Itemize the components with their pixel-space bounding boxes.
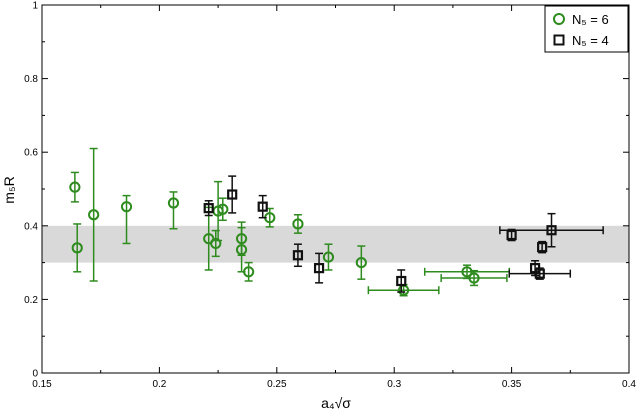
legend-label: N₅ = 6 [572, 12, 609, 27]
series-squares [203, 175, 604, 293]
x-axis-label: a₄√σ [321, 395, 351, 411]
y-tick-label: 0.6 [24, 148, 38, 159]
legend-label: N₅ = 4 [572, 33, 609, 48]
y-tick-label: 1 [32, 1, 38, 12]
x-tick-label: 0.25 [267, 379, 287, 390]
reference-band [42, 225, 629, 263]
data-point-circle [322, 251, 335, 263]
data-point-square [227, 189, 238, 200]
data-point-circle [235, 244, 248, 256]
data-point-circle [69, 181, 81, 193]
data-point-circle [71, 242, 83, 254]
data-point-circle [217, 203, 229, 215]
x-tick-label: 0.2 [152, 379, 166, 390]
series-circles [69, 147, 511, 297]
axis-ticks-layer: 0.15 0.2 0.25 0.3 0.35 0.4 0 0.2 0.4 0.6 0.8 1 [24, 1, 636, 391]
x-tick-label: 0.35 [502, 379, 522, 390]
y-tick-label: 0.4 [24, 221, 38, 232]
data-point-circle [292, 218, 304, 230]
data-point-circle [210, 237, 222, 250]
data-point-square [396, 275, 407, 287]
data-point-square [546, 225, 557, 236]
data-point-circle [355, 257, 367, 269]
legend-marker-circle [553, 13, 565, 25]
x-tick-label: 0.15 [32, 379, 52, 390]
y-tick-label: 0.2 [24, 295, 38, 306]
y-axis-label: m₅R [1, 176, 17, 203]
data-point-square [292, 250, 304, 261]
data-marks-layer [69, 147, 604, 297]
data-point-square [203, 203, 214, 214]
legend: N₅ = 6 N₅ = 4 [544, 5, 629, 53]
data-point-square [257, 201, 268, 212]
data-point-circle [243, 266, 255, 278]
x-tick-label: 0.4 [622, 379, 636, 390]
data-point-circle [88, 209, 100, 221]
data-point-square [534, 268, 545, 279]
data-point-circle [167, 197, 180, 209]
reference-band-layer [42, 225, 629, 263]
plot-background [42, 5, 629, 373]
data-point-square [506, 229, 517, 241]
data-point-circle [120, 201, 133, 213]
data-point-square [313, 263, 325, 274]
y-tick-label: 0.8 [24, 74, 38, 85]
data-point-circle [468, 272, 480, 284]
y-tick-label: 0 [32, 369, 38, 380]
data-point-square [537, 242, 548, 253]
x-tick-label: 0.3 [387, 379, 401, 390]
legend-marker-square [553, 34, 565, 46]
data-point-circle [461, 266, 473, 278]
